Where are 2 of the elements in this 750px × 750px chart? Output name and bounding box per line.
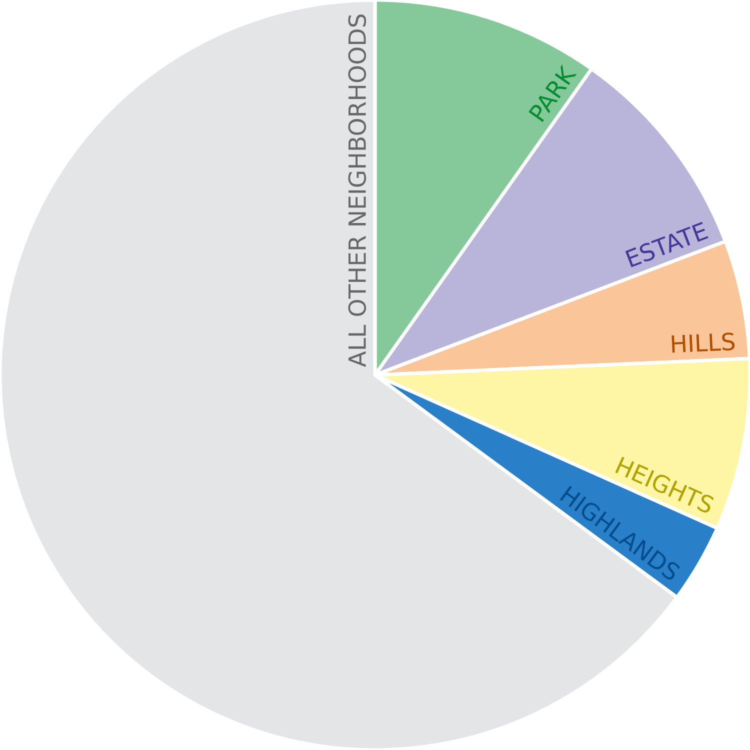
slice-label: HILLS	[672, 332, 735, 353]
slice-label: ALL OTHER NEIGHBORHOODS	[348, 14, 366, 368]
